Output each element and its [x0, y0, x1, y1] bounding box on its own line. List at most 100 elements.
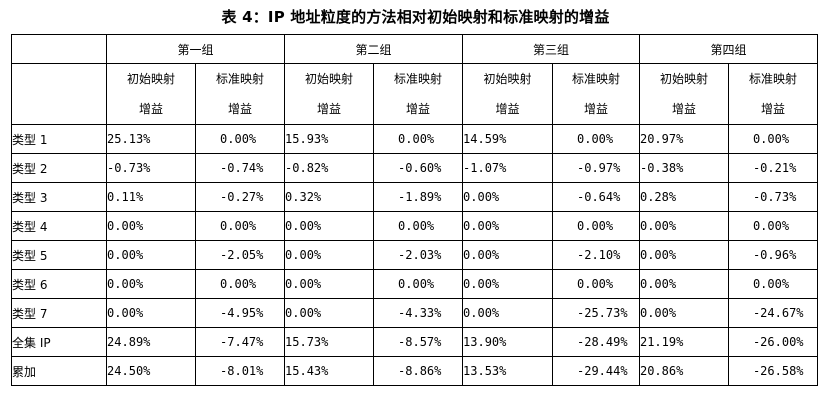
- standard-gain-cell: -0.97%: [552, 153, 640, 183]
- sub-header-initial: 初始映射 增益: [462, 63, 553, 125]
- standard-gain-cell: 0.00%: [195, 269, 286, 299]
- table-row: 类型 2 -0.73% -0.74% -0.82% -0.60% -1.07% -0.97%…: [10, 153, 819, 183]
- corner-cell: [10, 63, 108, 125]
- sub-header-line: 增益: [583, 102, 608, 116]
- initial-gain-cell: 0.00%: [638, 211, 729, 241]
- initial-gain-cell: 15.73%: [284, 327, 375, 357]
- sub-header-line: 初始映射: [659, 72, 708, 86]
- initial-gain-cell: 0.00%: [106, 269, 197, 299]
- sub-header-line: 增益: [317, 102, 342, 116]
- initial-gain-cell: 24.50%: [106, 356, 197, 386]
- initial-gain-cell: 20.86%: [638, 356, 729, 386]
- initial-gain-cell: 0.28%: [638, 182, 729, 212]
- standard-gain-cell: -0.96%: [727, 240, 819, 270]
- sub-header-standard: 标准映射 增益: [552, 63, 640, 125]
- sub-header-initial: 初始映射 增益: [106, 63, 197, 125]
- sub-header-line: 标准映射: [216, 72, 265, 86]
- sub-header-line: 初始映射: [483, 72, 532, 86]
- table-row: 类型 3 0.11% -0.27% 0.32% -1.89% 0.00% -0.64% 0.2…: [10, 182, 819, 212]
- standard-gain-cell: -2.05%: [195, 240, 286, 270]
- initial-gain-cell: 13.90%: [462, 327, 553, 357]
- standard-gain-cell: 0.00%: [195, 211, 286, 241]
- table-row: 全集 IP 24.89% -7.47% 15.73% -8.57% 13.90% -28.4…: [10, 327, 819, 357]
- standard-gain-cell: -0.21%: [727, 153, 819, 183]
- sub-header-line: 标准映射: [394, 72, 443, 86]
- row-label: 累加: [10, 356, 108, 386]
- table-row: 类型 6 0.00% 0.00% 0.00% 0.00% 0.00% 0.00% 0.00% 0…: [10, 269, 819, 299]
- standard-gain-cell: -0.64%: [552, 182, 640, 212]
- initial-gain-cell: -0.73%: [106, 153, 197, 183]
- standard-gain-cell: 0.00%: [373, 269, 464, 299]
- standard-gain-cell: -8.57%: [373, 327, 464, 357]
- standard-gain-cell: -4.33%: [373, 298, 464, 328]
- corner-cell: [10, 34, 108, 64]
- initial-gain-cell: 0.00%: [106, 211, 197, 241]
- standard-gain-cell: -29.44%: [552, 356, 640, 386]
- standard-gain-cell: -0.27%: [195, 182, 286, 212]
- standard-gain-cell: 0.00%: [373, 124, 464, 154]
- row-label: 类型 6: [10, 269, 108, 299]
- sub-header-line: 标准映射: [571, 72, 620, 86]
- sub-header-line: 增益: [406, 102, 431, 116]
- initial-gain-cell: 0.00%: [462, 240, 553, 270]
- standard-gain-cell: 0.00%: [552, 211, 640, 241]
- standard-gain-cell: -4.95%: [195, 298, 286, 328]
- table-row: 类型 4 0.00% 0.00% 0.00% 0.00% 0.00% 0.00% 0.00% 0…: [10, 211, 819, 241]
- group-header: 第一组: [106, 34, 286, 64]
- sub-header-standard: 标准映射 增益: [727, 63, 819, 125]
- sub-header-initial: 初始映射 增益: [638, 63, 729, 125]
- row-label: 类型 2: [10, 153, 108, 183]
- standard-gain-cell: -28.49%: [552, 327, 640, 357]
- sub-header-line: 初始映射: [305, 72, 354, 86]
- standard-gain-cell: -7.47%: [195, 327, 286, 357]
- initial-gain-cell: 21.19%: [638, 327, 729, 357]
- initial-gain-cell: 0.00%: [284, 240, 375, 270]
- initial-gain-cell: 20.97%: [638, 124, 729, 154]
- standard-gain-cell: 0.00%: [727, 124, 819, 154]
- group-header: 第三组: [462, 34, 640, 64]
- initial-gain-cell: 14.59%: [462, 124, 553, 154]
- group-header-row: 第一组 第二组 第三组 第四组: [10, 34, 819, 64]
- sub-header-line: 增益: [760, 102, 785, 116]
- standard-gain-cell: -26.58%: [727, 356, 819, 386]
- sub-header-line: 标准映射: [748, 72, 797, 86]
- standard-gain-cell: -8.86%: [373, 356, 464, 386]
- initial-gain-cell: 13.53%: [462, 356, 553, 386]
- gain-table: 第一组 第二组 第三组 第四组 初始映射 增益 标准映射 增益 初始映射 增益 标准映…: [10, 34, 819, 386]
- standard-gain-cell: 0.00%: [727, 269, 819, 299]
- initial-gain-cell: 0.32%: [284, 182, 375, 212]
- initial-gain-cell: -0.38%: [638, 153, 729, 183]
- standard-gain-cell: 0.00%: [552, 269, 640, 299]
- table-row: 类型 5 0.00% -2.05% 0.00% -2.03% 0.00% -2.10% 0.0…: [10, 240, 819, 270]
- table-row: 累加 24.50% -8.01% 15.43% -8.86% 13.53% -29.44% 2…: [10, 356, 819, 386]
- group-header: 第四组: [638, 34, 819, 64]
- initial-gain-cell: 0.00%: [638, 269, 729, 299]
- initial-gain-cell: 0.00%: [638, 298, 729, 328]
- standard-gain-cell: -24.67%: [727, 298, 819, 328]
- initial-gain-cell: 0.00%: [638, 240, 729, 270]
- row-label: 类型 4: [10, 211, 108, 241]
- table-caption: 表 4：IP 地址粒度的方法相对初始映射和标准映射的增益: [221, 8, 610, 26]
- initial-gain-cell: 0.00%: [106, 240, 197, 270]
- table-row: 类型 1 25.13% 0.00% 15.93% 0.00% 14.59% 0.00% 20.…: [10, 124, 819, 154]
- initial-gain-cell: 0.00%: [106, 298, 197, 328]
- sub-header-line: 初始映射: [127, 72, 176, 86]
- standard-gain-cell: -26.00%: [727, 327, 819, 357]
- standard-gain-cell: 0.00%: [373, 211, 464, 241]
- row-label: 类型 1: [10, 124, 108, 154]
- initial-gain-cell: 0.00%: [462, 298, 553, 328]
- sub-header-initial: 初始映射 增益: [284, 63, 375, 125]
- initial-gain-cell: 0.00%: [462, 269, 553, 299]
- row-label: 类型 3: [10, 182, 108, 212]
- standard-gain-cell: -2.10%: [552, 240, 640, 270]
- initial-gain-cell: 0.00%: [462, 211, 553, 241]
- sub-header-line: 增益: [495, 102, 520, 116]
- standard-gain-cell: -2.03%: [373, 240, 464, 270]
- initial-gain-cell: -0.82%: [284, 153, 375, 183]
- sub-header-standard: 标准映射 增益: [195, 63, 286, 125]
- standard-gain-cell: -0.60%: [373, 153, 464, 183]
- standard-gain-cell: -0.73%: [727, 182, 819, 212]
- standard-gain-cell: -0.74%: [195, 153, 286, 183]
- sub-header-line: 增益: [671, 102, 696, 116]
- sub-header-line: 增益: [139, 102, 164, 116]
